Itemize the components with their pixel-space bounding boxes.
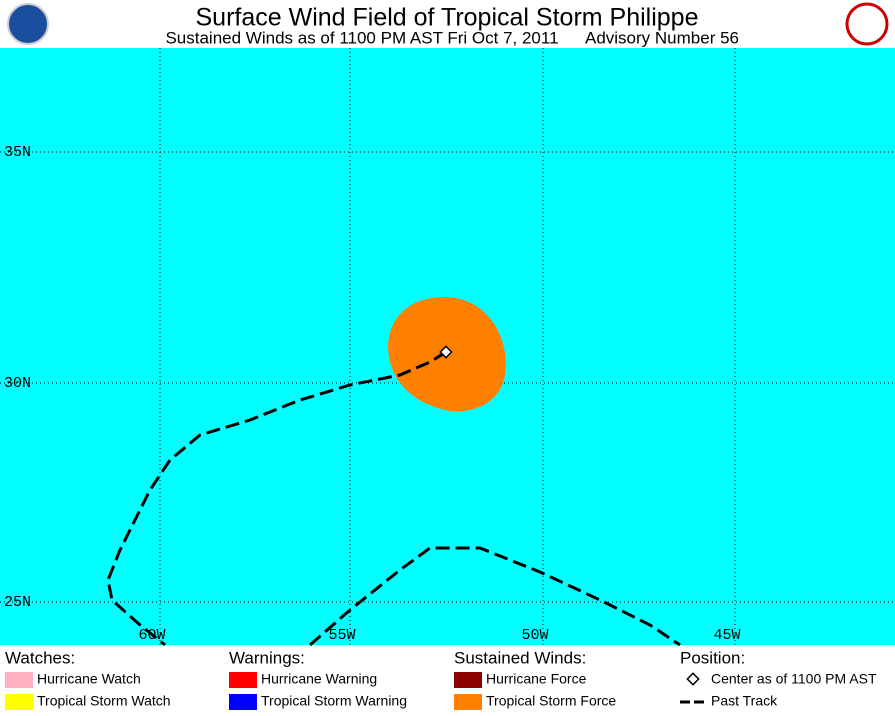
legend-item: Hurricane Warning: [261, 671, 377, 687]
legend-item: Center as of 1100 PM AST: [711, 671, 877, 687]
longitude-label: 45W: [713, 627, 740, 644]
longitude-label: 60W: [138, 627, 165, 644]
advisory: Advisory Number 56: [585, 28, 739, 47]
swatch: [5, 694, 33, 710]
past-track: [106, 350, 447, 647]
legend-item: Tropical Storm Watch: [37, 693, 171, 709]
past-track: [309, 546, 681, 647]
nws-logo: [845, 2, 889, 46]
legend-item: Hurricane Watch: [37, 671, 141, 687]
latitude-label: 30N: [4, 375, 31, 392]
legend-heading: Warnings:: [229, 648, 305, 667]
legend: Watches: Hurricane Watch Tropical Storm …: [5, 648, 877, 710]
latitude-label: 35N: [4, 144, 31, 161]
longitude-label: 55W: [328, 627, 355, 644]
swatch: [454, 694, 482, 710]
legend-item: Tropical Storm Force: [486, 693, 616, 709]
swatch: [454, 672, 482, 688]
longitude-label: 50W: [521, 627, 548, 644]
legend-heading: Position:: [680, 648, 745, 667]
legend-item: Past Track: [711, 693, 778, 709]
legend-heading: Sustained Winds:: [454, 648, 586, 667]
title: Surface Wind Field of Tropical Storm Phi…: [196, 4, 699, 32]
storm-center: [439, 345, 453, 359]
legend-item: Hurricane Force: [486, 671, 587, 687]
legend-item: Tropical Storm Warning: [261, 693, 407, 709]
latitude-label: 25N: [4, 594, 31, 611]
legend-heading: Watches:: [5, 648, 75, 667]
center-symbol: [686, 672, 700, 686]
swatch: [229, 672, 257, 688]
subtitle: Sustained Winds as of 1100 PM AST Fri Oc…: [165, 28, 558, 47]
swatch: [229, 694, 257, 710]
swatch: [5, 672, 33, 688]
noaa-logo: [7, 3, 49, 45]
